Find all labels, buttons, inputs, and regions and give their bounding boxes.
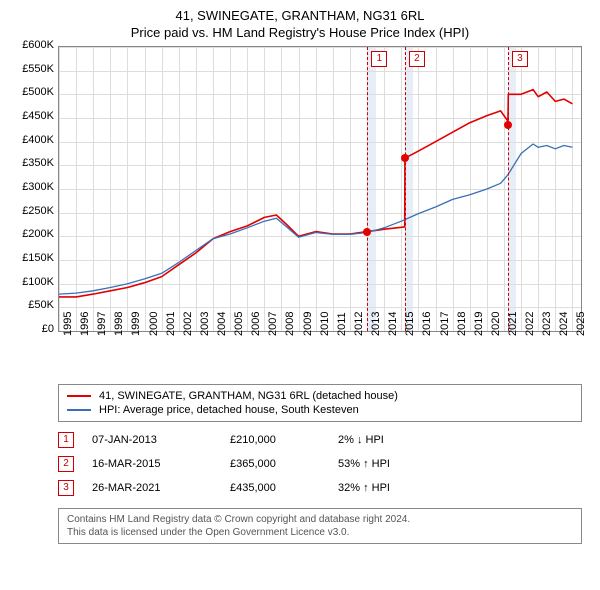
legend: 41, SWINEGATE, GRANTHAM, NG31 6RL (detac… — [58, 384, 582, 422]
event-row: 2 16-MAR-2015 £365,000 53% ↑ HPI — [58, 452, 582, 476]
y-tick-label: £100K — [10, 276, 54, 288]
y-tick-label: £400K — [10, 134, 54, 146]
page: 41, SWINEGATE, GRANTHAM, NG31 6RL Price … — [0, 0, 600, 590]
legend-label: HPI: Average price, detached house, Sout… — [99, 404, 359, 416]
event-pct: 2% ↓ HPI — [338, 434, 448, 446]
y-tick-label: £200K — [10, 228, 54, 240]
event-number-box: 3 — [58, 480, 74, 496]
legend-item: HPI: Average price, detached house, Sout… — [67, 403, 573, 417]
footer-attribution: Contains HM Land Registry data © Crown c… — [58, 508, 582, 544]
event-pct: 53% ↑ HPI — [338, 458, 448, 470]
event-number-box: 1 — [58, 432, 74, 448]
event-price: £365,000 — [230, 458, 320, 470]
event-vline — [367, 47, 368, 331]
sale-marker — [363, 228, 371, 236]
y-tick-label: £150K — [10, 252, 54, 264]
y-tick-label: £500K — [10, 86, 54, 98]
y-tick-label: £450K — [10, 110, 54, 122]
event-row: 1 07-JAN-2013 £210,000 2% ↓ HPI — [58, 428, 582, 452]
legend-swatch — [67, 395, 91, 397]
x-tick-label: 2025 — [575, 312, 600, 336]
legend-label: 41, SWINEGATE, GRANTHAM, NG31 6RL (detac… — [99, 390, 398, 402]
footer-line: Contains HM Land Registry data © Crown c… — [67, 513, 573, 526]
y-tick-label: £350K — [10, 157, 54, 169]
event-number-box: 2 — [58, 456, 74, 472]
event-date: 16-MAR-2015 — [92, 458, 212, 470]
y-tick-label: £250K — [10, 205, 54, 217]
event-date: 07-JAN-2013 — [92, 434, 212, 446]
event-pct: 32% ↑ HPI — [338, 482, 448, 494]
event-number-box: 3 — [512, 51, 528, 67]
sale-marker — [401, 154, 409, 162]
y-tick-label: £600K — [10, 39, 54, 51]
event-price: £435,000 — [230, 482, 320, 494]
legend-item: 41, SWINEGATE, GRANTHAM, NG31 6RL (detac… — [67, 389, 573, 403]
y-tick-label: £50K — [10, 299, 54, 311]
line-series-svg — [59, 47, 581, 331]
chart-title-address: 41, SWINEGATE, GRANTHAM, NG31 6RL — [10, 8, 590, 23]
event-table: 1 07-JAN-2013 £210,000 2% ↓ HPI 2 16-MAR… — [58, 428, 582, 500]
chart-title-subtitle: Price paid vs. HM Land Registry's House … — [10, 25, 590, 40]
plot-region: 1 2 3 — [58, 46, 582, 332]
footer-line: This data is licensed under the Open Gov… — [67, 526, 573, 539]
chart-area: £0 £50K £100K £150K £200K £250K £300K £350K £400… — [10, 46, 590, 376]
event-vline — [508, 47, 509, 331]
y-tick-label: £300K — [10, 181, 54, 193]
event-date: 26-MAR-2021 — [92, 482, 212, 494]
y-tick-label: £0 — [10, 323, 54, 335]
y-tick-label: £550K — [10, 63, 54, 75]
event-vline — [405, 47, 406, 331]
chart-titles: 41, SWINEGATE, GRANTHAM, NG31 6RL Price … — [10, 8, 590, 40]
series-line — [59, 90, 572, 297]
event-number-box: 1 — [371, 51, 387, 67]
event-number-box: 2 — [409, 51, 425, 67]
event-price: £210,000 — [230, 434, 320, 446]
legend-swatch — [67, 409, 91, 411]
event-row: 3 26-MAR-2021 £435,000 32% ↑ HPI — [58, 476, 582, 500]
series-line — [59, 144, 572, 294]
sale-marker — [504, 121, 512, 129]
